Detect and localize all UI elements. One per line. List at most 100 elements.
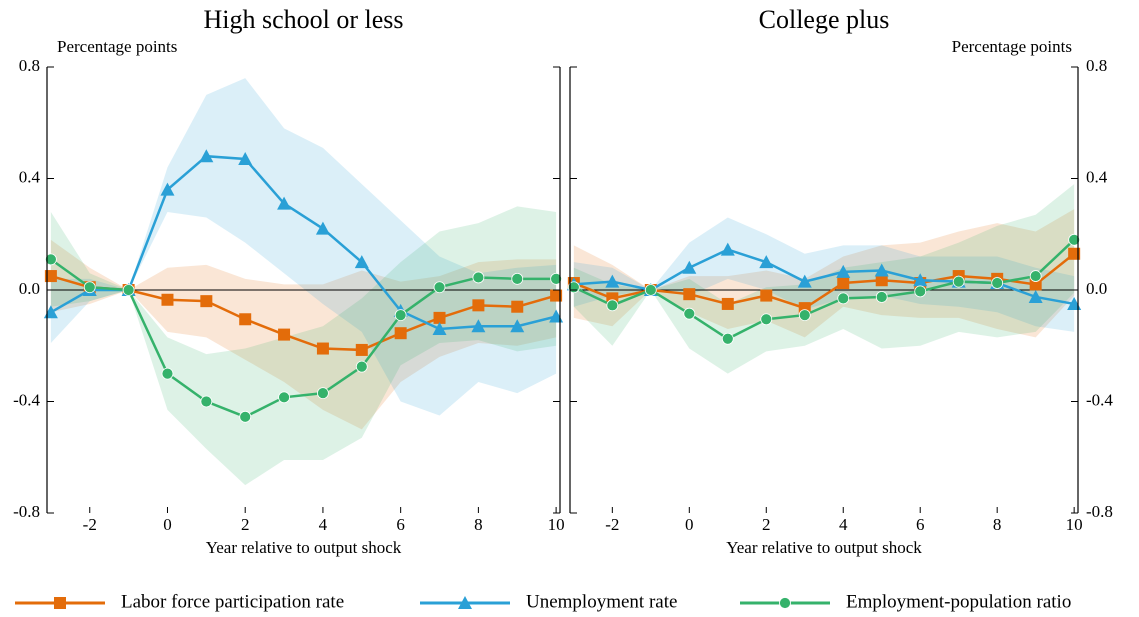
marker (914, 285, 927, 298)
marker (44, 253, 57, 266)
y-tick-label: -0.4 (1086, 390, 1113, 409)
marker (644, 284, 657, 296)
marker (160, 182, 175, 196)
legend-label: Unemployment rate (526, 591, 677, 612)
marker (433, 281, 446, 294)
x-tick-label: 4 (319, 515, 328, 534)
marker (913, 273, 928, 287)
y-tick-label: 0.8 (1086, 56, 1107, 75)
marker (721, 332, 734, 345)
marker (317, 387, 329, 400)
panel-title: High school or less (203, 5, 403, 34)
marker (606, 299, 619, 312)
y-tick-label: -0.4 (13, 390, 40, 409)
legend-label: Employment-population ratio (846, 591, 1071, 612)
y-axis-label: Percentage points (952, 37, 1072, 56)
marker (1068, 247, 1081, 260)
y-tick-label: 0.4 (1086, 167, 1108, 186)
y-tick-label: 0.4 (19, 167, 41, 186)
legend-marker (458, 596, 472, 609)
marker (721, 297, 734, 310)
series-line (50, 258, 557, 419)
x-tick-label: 10 (1066, 515, 1083, 534)
x-tick-label: 6 (396, 515, 405, 534)
marker (354, 255, 369, 269)
marker (239, 410, 252, 423)
marker (239, 313, 252, 326)
marker (200, 395, 213, 408)
marker (199, 149, 214, 163)
marker (683, 307, 696, 320)
marker (200, 295, 213, 308)
y-tick-label: 0.8 (19, 56, 40, 75)
marker (511, 272, 524, 285)
legend-marker (54, 597, 66, 609)
marker (472, 299, 485, 312)
marker (605, 274, 620, 288)
marker (1029, 278, 1042, 291)
marker (798, 309, 811, 321)
marker (510, 319, 525, 333)
x-tick-label: -2 (83, 515, 97, 534)
marker (472, 271, 485, 284)
x-tick-label: -2 (605, 515, 619, 534)
x-axis-label: Year relative to output shock (726, 538, 922, 557)
confidence-band (573, 209, 1075, 338)
marker (837, 292, 850, 305)
marker (394, 309, 407, 321)
marker (682, 260, 697, 274)
x-tick-label: 2 (241, 515, 250, 534)
marker (760, 289, 773, 302)
marker (836, 264, 851, 278)
marker (511, 300, 524, 313)
marker (315, 221, 330, 235)
legend-marker (779, 597, 791, 609)
marker (433, 311, 446, 324)
series-line (50, 274, 557, 352)
marker (875, 274, 888, 287)
legend-label: Labor force participation rate (121, 591, 344, 612)
confidence-band (50, 78, 557, 416)
marker (991, 277, 1004, 289)
x-tick-label: 0 (685, 515, 694, 534)
x-tick-label: 8 (474, 515, 483, 534)
marker (316, 342, 329, 355)
marker (394, 327, 407, 340)
x-tick-label: 6 (916, 515, 925, 534)
marker (44, 270, 57, 283)
marker (278, 391, 290, 404)
series-line (573, 238, 1076, 341)
confidence-band (573, 184, 1075, 374)
y-tick-label: -0.8 (1086, 502, 1113, 521)
y-tick-label: -0.8 (13, 502, 40, 521)
marker (875, 291, 888, 303)
marker (471, 319, 486, 333)
x-tick-label: 10 (548, 515, 565, 534)
series-line (50, 154, 557, 331)
marker (760, 313, 773, 326)
y-axis-label: Percentage points (57, 37, 177, 56)
marker (837, 277, 850, 290)
marker (720, 242, 735, 256)
x-tick-label: 8 (993, 515, 1002, 534)
marker (355, 360, 368, 373)
marker (1029, 270, 1042, 282)
marker (1028, 289, 1043, 303)
x-tick-label: 4 (839, 515, 848, 534)
marker (550, 289, 563, 302)
x-tick-label: 2 (762, 515, 771, 534)
marker (797, 274, 812, 288)
x-axis-label: Year relative to output shock (206, 538, 402, 557)
marker (874, 263, 889, 277)
marker (83, 281, 96, 294)
confidence-band (573, 217, 1075, 332)
marker (1068, 233, 1081, 246)
marker (161, 293, 174, 306)
confidence-band (50, 239, 557, 430)
marker (122, 284, 135, 296)
marker (952, 275, 965, 288)
marker (683, 288, 696, 301)
y-tick-label: 0.0 (1086, 279, 1107, 298)
x-tick-label: 0 (163, 515, 172, 534)
